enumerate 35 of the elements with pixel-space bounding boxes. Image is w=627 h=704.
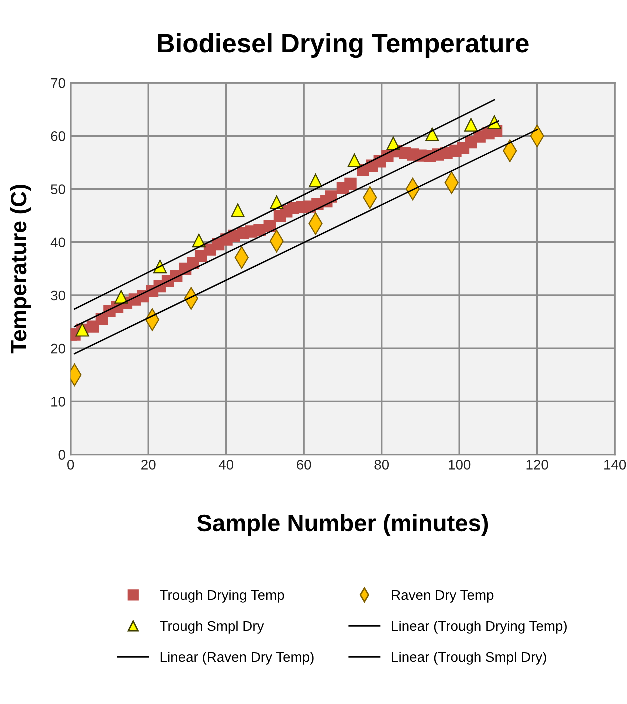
x-axis-title: Sample Number (minutes)	[197, 514, 488, 536]
legend-label: Linear (Raven Dry Temp)	[160, 652, 314, 665]
y-tick-label: 50	[51, 184, 66, 194]
point	[386, 136, 400, 150]
point	[426, 128, 440, 142]
point	[344, 178, 357, 190]
x-tick-label: 120	[526, 460, 548, 470]
point	[464, 118, 478, 132]
x-tick-label: 60	[297, 460, 312, 470]
point	[308, 174, 323, 188]
point	[348, 154, 362, 168]
x-tick-label: 80	[374, 460, 390, 470]
legend-label: Linear (Trough Drying Temp)	[392, 620, 567, 634]
x-tick-label: 100	[449, 460, 471, 470]
x-tick-label: 0	[68, 460, 74, 470]
legend-label: Trough Drying Temp	[160, 590, 284, 603]
y-tick-label: 10	[52, 397, 66, 407]
x-tick-label: 20	[142, 460, 156, 470]
y-tick-label: 70	[51, 78, 66, 88]
point	[86, 320, 100, 333]
y-tick-label: 40	[50, 238, 66, 248]
legend-label: Raven Dry Temp	[392, 590, 494, 603]
y-tick-label: 30	[51, 290, 66, 301]
x-tick-label: 40	[218, 460, 234, 470]
y-tick-label: 60	[51, 132, 66, 142]
chart-title: Biodiesel Drying Temperature	[158, 33, 529, 58]
y-tick-label: 20	[51, 344, 66, 354]
point	[325, 190, 338, 203]
point	[231, 204, 245, 218]
y-tick-label: 0	[58, 450, 66, 460]
legend-label: Trough Smpl Dry	[160, 620, 264, 634]
y-axis-title: Temperature (C)	[10, 185, 32, 354]
legend-label: Linear (Trough Smpl Dry)	[392, 652, 546, 665]
x-tick-label: 140	[604, 460, 626, 470]
point	[114, 290, 128, 304]
